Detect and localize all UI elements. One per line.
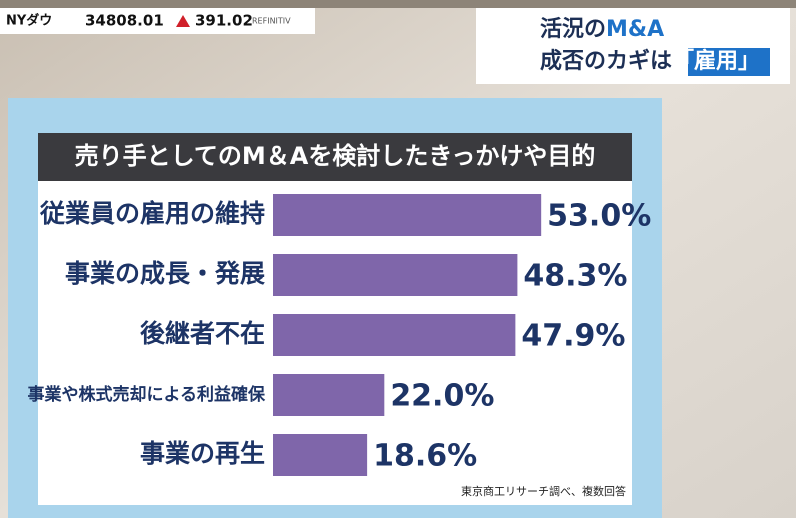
- value-label: 53.0%: [547, 199, 651, 234]
- bar: [273, 434, 368, 476]
- headline-text: 成否のカギは「雇用」: [540, 48, 760, 74]
- value-label: 22.0%: [390, 379, 494, 414]
- bar: [273, 254, 518, 296]
- title-bar: [38, 133, 632, 181]
- ticker-change: 391.02: [195, 12, 253, 30]
- chart-title: 売り手としてのM＆Aを検討したきっかけや目的: [75, 142, 596, 170]
- headline-text: 活況のM&A: [540, 17, 664, 42]
- ticker-provider: REFINITIV: [252, 17, 291, 26]
- category-label: 後継者不在: [140, 319, 265, 348]
- category-label: 従業員の雇用の維持: [39, 199, 265, 228]
- bar: [273, 314, 516, 356]
- ticker-bar: [0, 8, 315, 34]
- value-label: 18.6%: [373, 439, 477, 474]
- ticker-value: 34808.01: [85, 12, 164, 30]
- value-label: 47.9%: [521, 319, 625, 354]
- source-note: 東京商工リサーチ調べ、複数回答: [461, 484, 626, 498]
- up-arrow: [176, 15, 190, 27]
- ticker-index: NYダウ: [6, 13, 52, 29]
- category-label: 事業や株式売却による利益確保: [28, 384, 266, 405]
- value-label: 48.3%: [523, 259, 627, 294]
- category-label: 事業の再生: [140, 439, 265, 468]
- bar: [273, 194, 542, 236]
- headline-highlight: [688, 48, 770, 76]
- top-strip: [0, 0, 796, 8]
- category-label: 事業の成長・発展: [65, 259, 265, 288]
- bar: [273, 374, 385, 416]
